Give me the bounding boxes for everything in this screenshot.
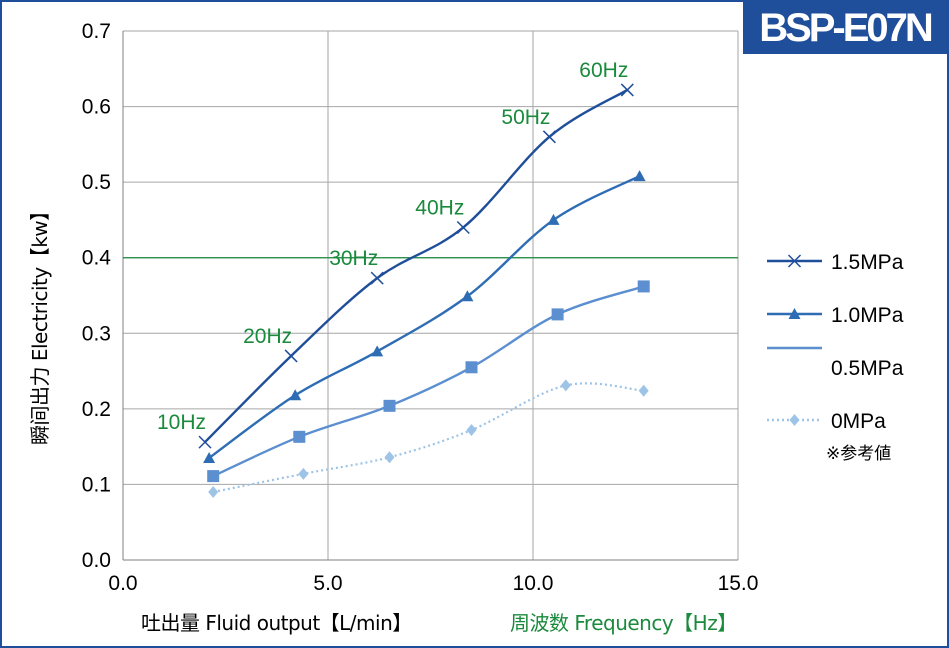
square-marker xyxy=(465,361,478,374)
grid-layer xyxy=(122,30,739,561)
legend-note: ※参考値 xyxy=(826,444,891,464)
series-0MPa xyxy=(208,379,649,498)
x-tick-label: 10.0 xyxy=(513,572,554,595)
series-0.5MPa xyxy=(207,280,650,483)
diamond-marker xyxy=(384,451,395,464)
y-tick-label: 0.5 xyxy=(82,171,111,194)
legend-label: 1.5MPa xyxy=(831,251,904,274)
y-tick-label: 0.1 xyxy=(82,473,111,496)
square-marker xyxy=(551,308,564,321)
frequency-label: 10Hz xyxy=(157,411,206,434)
x-tick-label: 5.0 xyxy=(313,572,342,595)
y-tick-label: 0.2 xyxy=(82,398,111,421)
legend-item-0.5MPa: 0.5MPa xyxy=(767,346,904,380)
y-tick-label: 0.6 xyxy=(82,96,111,119)
y-tick-label: 0.0 xyxy=(82,549,111,572)
y-axis-label: 瞬间出力 Electricity【kw】 xyxy=(28,201,52,445)
x-marker xyxy=(284,349,298,363)
frequency-label-layer: 10Hz 20Hz 30Hz 40Hz 50Hz 60Hz xyxy=(157,59,628,434)
frequency-label: 60Hz xyxy=(579,59,628,82)
diamond-marker xyxy=(466,424,477,437)
triangle-marker xyxy=(289,389,302,401)
triangle-marker xyxy=(547,213,560,225)
square-marker xyxy=(383,399,396,412)
model-badge: BSP-E07N xyxy=(743,2,947,54)
frequency-label: 50Hz xyxy=(501,106,550,129)
legend-item-1.5MPa: 1.5MPa xyxy=(767,251,904,274)
x-marker xyxy=(370,271,384,285)
x-axis-label: 吐出量 Fluid output【L/min】 xyxy=(141,611,412,635)
legend-item-1.0MPa: 1.0MPa xyxy=(767,304,904,327)
triangle-marker xyxy=(633,170,646,182)
series-line xyxy=(208,175,641,459)
series-layer xyxy=(198,83,650,498)
series-line xyxy=(212,382,644,494)
legend-item-0MPa: 0MPa xyxy=(767,410,886,433)
y-tick-label: 0.7 xyxy=(82,20,111,43)
frequency-label: 30Hz xyxy=(329,247,378,270)
series-1.5MPa xyxy=(198,83,634,449)
y-tick-label: 0.3 xyxy=(82,322,111,345)
x-axis-label-frequency: 周波数 Frequency【Hz】 xyxy=(510,611,737,635)
legend-label: 1.0MPa xyxy=(831,304,904,327)
triangle-marker xyxy=(461,290,474,302)
triangle-marker xyxy=(788,308,801,319)
diamond-marker xyxy=(638,384,649,397)
legend-label: 0.5MPa xyxy=(831,357,904,380)
x-marker xyxy=(198,435,212,449)
series-line xyxy=(204,88,628,443)
square-marker xyxy=(637,280,650,293)
x-marker xyxy=(542,130,556,144)
x-tick-label: 15.0 xyxy=(718,572,759,595)
frequency-label: 40Hz xyxy=(415,196,464,219)
triangle-marker xyxy=(371,345,384,357)
diamond-marker xyxy=(298,467,309,480)
y-tick-label: 0.4 xyxy=(82,247,112,270)
series-line xyxy=(212,285,645,478)
triangle-marker xyxy=(203,451,216,463)
legend-label: 0MPa xyxy=(831,410,886,433)
diamond-marker xyxy=(208,485,219,498)
legend: 1.5MPa 1.0MPa 0.5MPa 0MPa xyxy=(767,251,904,433)
x-tick-label: 0.0 xyxy=(108,572,137,595)
diamond-marker xyxy=(560,379,571,392)
tick-layer: 0.0 0.1 0.2 0.3 0.4 0.5 0.6 0.7 0.0 5.0 10.0 15.0 xyxy=(82,20,759,595)
square-marker xyxy=(293,430,306,443)
series-1.0MPa xyxy=(203,170,646,463)
square-marker xyxy=(207,470,220,483)
x-marker xyxy=(787,254,802,268)
frequency-label: 20Hz xyxy=(243,325,292,348)
diamond-marker xyxy=(789,414,800,426)
x-marker xyxy=(620,83,634,97)
x-marker xyxy=(456,220,470,235)
